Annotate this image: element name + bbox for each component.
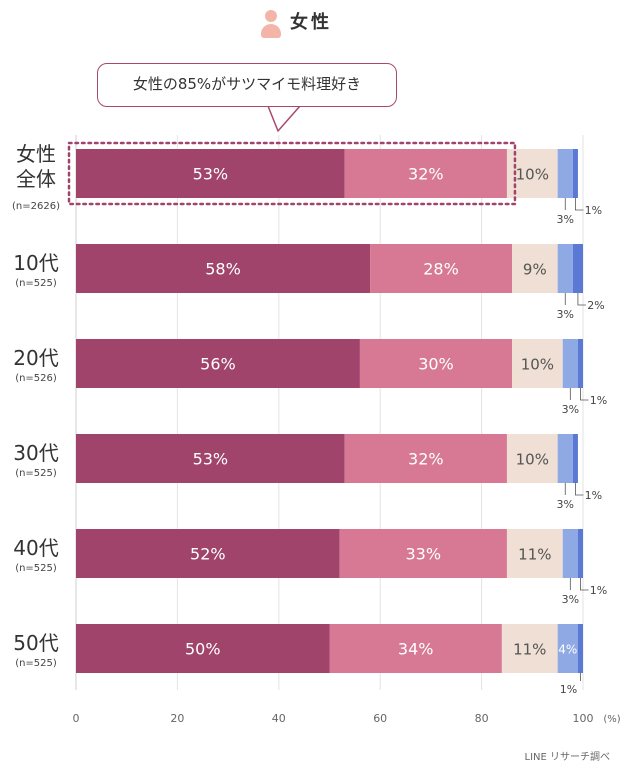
bar-segment bbox=[577, 624, 583, 673]
category-n-label: (n=526) bbox=[15, 373, 57, 384]
leader-line bbox=[577, 293, 586, 306]
highlight-box bbox=[67, 141, 517, 206]
bar-segment bbox=[344, 149, 507, 198]
header: 女性 bbox=[0, 6, 630, 40]
header-title: 女性 bbox=[290, 12, 332, 33]
bar-segment bbox=[76, 624, 330, 673]
x-tick-label: 80 bbox=[475, 712, 489, 725]
x-unit-label: (%) bbox=[603, 714, 620, 725]
callout-box: 女性の85%がサツマイモ料理好き bbox=[97, 63, 397, 107]
category-n-label: (n=525) bbox=[15, 468, 57, 479]
data-label: 32% bbox=[408, 165, 444, 184]
bar-segment bbox=[370, 244, 513, 293]
category-n-label: (n=525) bbox=[15, 278, 57, 289]
bar-segment bbox=[76, 529, 340, 578]
category-n-label: (n=525) bbox=[15, 563, 57, 574]
category-label: 50代 bbox=[13, 631, 58, 655]
x-tick-label: 40 bbox=[272, 712, 286, 725]
data-label: 11% bbox=[518, 546, 551, 564]
data-label: 32% bbox=[408, 450, 444, 469]
bar-segment bbox=[557, 434, 573, 483]
bar-segment bbox=[506, 434, 558, 483]
data-label: 1% bbox=[590, 584, 607, 597]
bar-segment bbox=[572, 434, 578, 483]
bar-segment bbox=[557, 244, 573, 293]
data-label: 53% bbox=[193, 450, 229, 469]
data-label: 33% bbox=[406, 545, 442, 564]
bar-segment bbox=[339, 529, 507, 578]
data-label: 30% bbox=[418, 355, 454, 374]
category-n-label: (n=2626) bbox=[12, 201, 60, 212]
bar-segment bbox=[76, 149, 345, 198]
bar-segment bbox=[577, 529, 583, 578]
bar-segment bbox=[76, 339, 360, 388]
x-tick-label: 0 bbox=[73, 712, 80, 725]
data-label: 28% bbox=[423, 260, 459, 279]
bar-segment bbox=[572, 149, 578, 198]
category-label: 10代 bbox=[13, 251, 58, 275]
data-label: 3% bbox=[562, 593, 579, 606]
person-icon-body bbox=[261, 24, 281, 38]
bar-segment bbox=[562, 339, 578, 388]
leader-line bbox=[580, 388, 589, 401]
data-label: 9% bbox=[523, 261, 547, 279]
x-tick-label: 20 bbox=[170, 712, 184, 725]
bar-segment bbox=[501, 624, 558, 673]
data-label: 1% bbox=[585, 489, 602, 502]
callout-pointer bbox=[267, 105, 301, 132]
bar-segment bbox=[76, 434, 345, 483]
bar-segment bbox=[506, 529, 563, 578]
category-n-label: (n=525) bbox=[15, 658, 57, 669]
data-label: 11% bbox=[513, 641, 546, 659]
data-label: 2% bbox=[587, 299, 604, 312]
bar-segment bbox=[557, 624, 578, 673]
bar-segment bbox=[76, 244, 371, 293]
data-label: 3% bbox=[557, 308, 574, 321]
data-label: 10% bbox=[521, 356, 554, 374]
data-label: 1% bbox=[590, 394, 607, 407]
bar-segment bbox=[572, 244, 583, 293]
data-label: 3% bbox=[557, 213, 574, 226]
data-label: 58% bbox=[205, 260, 241, 279]
source-note: LINE リサーチ調べ bbox=[524, 752, 611, 763]
data-label: 53% bbox=[193, 165, 229, 184]
data-label: 34% bbox=[398, 640, 434, 659]
category-label: 30代 bbox=[13, 441, 58, 465]
bar-segment bbox=[577, 339, 583, 388]
bar-segment bbox=[562, 529, 578, 578]
data-label: 56% bbox=[200, 355, 236, 374]
bar-segment bbox=[344, 434, 507, 483]
bar-segment bbox=[557, 149, 573, 198]
x-tick-label: 100 bbox=[573, 712, 594, 725]
leader-line bbox=[580, 578, 589, 591]
person-icon bbox=[265, 10, 277, 22]
data-label: 1% bbox=[585, 204, 602, 217]
data-label: 3% bbox=[557, 498, 574, 511]
category-label: 女性 bbox=[16, 142, 56, 166]
bar-segment bbox=[329, 624, 502, 673]
data-label: 52% bbox=[190, 545, 226, 564]
bar-segment bbox=[512, 244, 558, 293]
data-label: 1% bbox=[560, 683, 577, 696]
data-label: 50% bbox=[185, 640, 221, 659]
category-label: 全体 bbox=[16, 167, 56, 191]
data-label: 4% bbox=[558, 643, 577, 657]
category-label: 40代 bbox=[13, 536, 58, 560]
leader-line bbox=[574, 483, 584, 496]
data-label: 3% bbox=[562, 403, 579, 416]
x-tick-label: 60 bbox=[373, 712, 387, 725]
leader-line bbox=[574, 198, 584, 211]
category-label: 20代 bbox=[13, 346, 58, 370]
bar-segment bbox=[512, 339, 563, 388]
data-label: 10% bbox=[516, 451, 549, 469]
bar-segment bbox=[359, 339, 513, 388]
data-label: 10% bbox=[516, 166, 549, 184]
